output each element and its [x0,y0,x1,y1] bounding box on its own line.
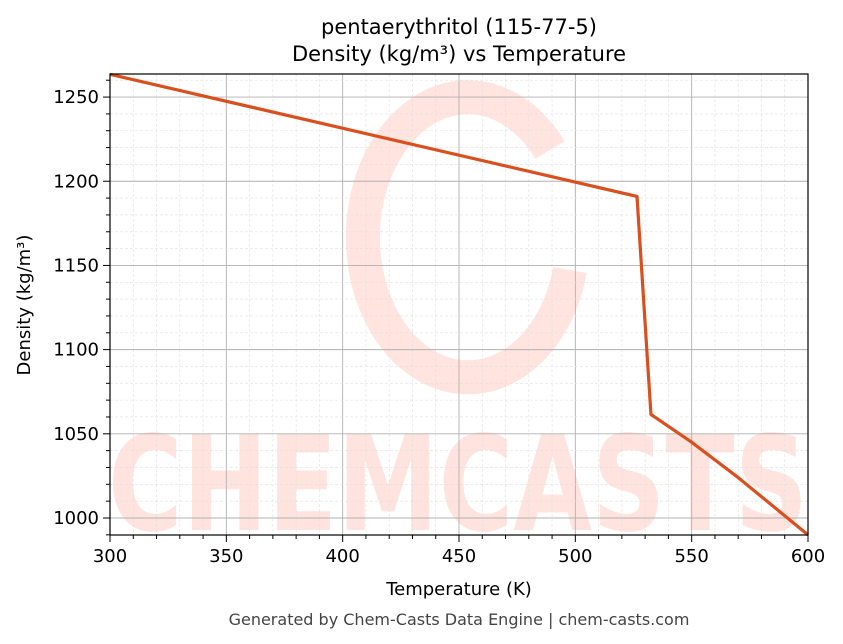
y-axis-label: Density (kg/m³) [14,235,35,376]
y-tick-label: 1150 [53,255,99,276]
y-tick-label: 1100 [53,340,99,361]
chart-subtitle: Density (kg/m³) vs Temperature [292,42,626,66]
x-axis-label: Temperature (K) [385,579,532,600]
y-tick-label: 1200 [53,171,99,192]
x-tick-label: 450 [442,546,476,567]
series-line-density [109,72,810,537]
plot-frame [109,73,809,536]
x-tick-label: 600 [791,546,825,567]
x-tick-label: 300 [93,546,127,567]
x-tick-label: 400 [325,546,359,567]
watermark: CHEMCASTS [108,80,808,562]
watermark-text: CHEMCASTS [108,408,808,562]
y-tick-label: 1050 [53,424,99,445]
y-tick-label: 1000 [53,508,99,529]
x-tick-label: 550 [674,546,708,567]
x-tick-label: 350 [209,546,243,567]
y-tick-label: 1250 [53,87,99,108]
footer-text: Generated by Chem-Casts Data Engine | ch… [229,610,690,629]
chart-title: pentaerythritol (115-77-5) [321,15,597,39]
x-tick-label: 500 [558,546,592,567]
